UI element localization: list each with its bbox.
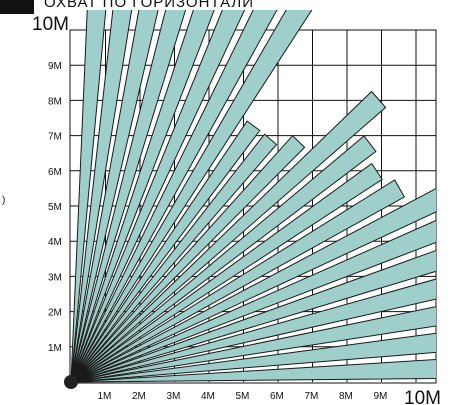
- beam-zone: [70, 359, 436, 383]
- header-block: [0, 0, 34, 14]
- plot-area: [64, 10, 437, 389]
- x-tick-label: 6М: [270, 391, 284, 402]
- x-tick-label: 2М: [132, 391, 146, 402]
- y-tick-label: 8М: [48, 96, 62, 107]
- y-axis-ticks: 1М 2М 3М 4М 5М 6М 7М 8М 9М: [48, 61, 62, 354]
- beam-zone: [70, 10, 133, 383]
- beam-zone: [70, 90, 387, 383]
- beam-zone: [70, 188, 436, 383]
- beam-zone: [70, 10, 107, 383]
- y-tick-label: 2М: [48, 308, 62, 319]
- beam-zone: [70, 179, 406, 383]
- y-tick-label: 1М: [48, 343, 62, 354]
- x-tick-label: 7М: [305, 391, 319, 402]
- beam-zone: [70, 10, 313, 383]
- beam-zone: [70, 10, 159, 383]
- x-tick-label: 1М: [98, 391, 112, 402]
- y-tick-label: 6М: [48, 167, 62, 178]
- sensor-origin: [64, 375, 78, 389]
- beam-zone: [70, 219, 436, 383]
- beam-zone: [70, 120, 261, 383]
- x-axis-max-label: 10М: [404, 388, 441, 405]
- y-tick-label: 5М: [48, 202, 62, 213]
- beam-zone: [70, 10, 187, 383]
- beam-zone: [70, 162, 383, 383]
- beam-zone: [70, 135, 377, 383]
- y-tick-label: 7М: [48, 132, 62, 143]
- beam-zone: [70, 10, 246, 383]
- x-tick-label: 8М: [339, 391, 353, 402]
- y-axis-max-label: 10М: [32, 14, 69, 35]
- left-note: ): [2, 195, 5, 206]
- y-tick-label: 4М: [48, 237, 62, 248]
- diagram-header: ОХВАТ ПО ГОРИЗОНТАЛИ: [44, 0, 254, 11]
- x-tick-label: 9М: [374, 391, 388, 402]
- x-tick-label: 5М: [236, 391, 250, 402]
- beam-zone: [70, 10, 215, 383]
- y-tick-label: 9М: [48, 61, 62, 72]
- beam-zone: [70, 133, 278, 383]
- beam-zone: [70, 10, 278, 383]
- y-tick-label: 3М: [48, 272, 62, 283]
- x-tick-label: 4М: [201, 391, 215, 402]
- beams: [70, 10, 436, 383]
- x-tick-label: 3М: [167, 391, 181, 402]
- beam-zone: [70, 306, 436, 383]
- beam-zone: [70, 278, 436, 383]
- beam-zone: [70, 249, 436, 383]
- beam-zone: [70, 134, 306, 383]
- beam-zone: [70, 332, 436, 383]
- x-axis-ticks: 1М 2М 3М 4М 5М 6М 7М 8М 9М: [98, 391, 388, 402]
